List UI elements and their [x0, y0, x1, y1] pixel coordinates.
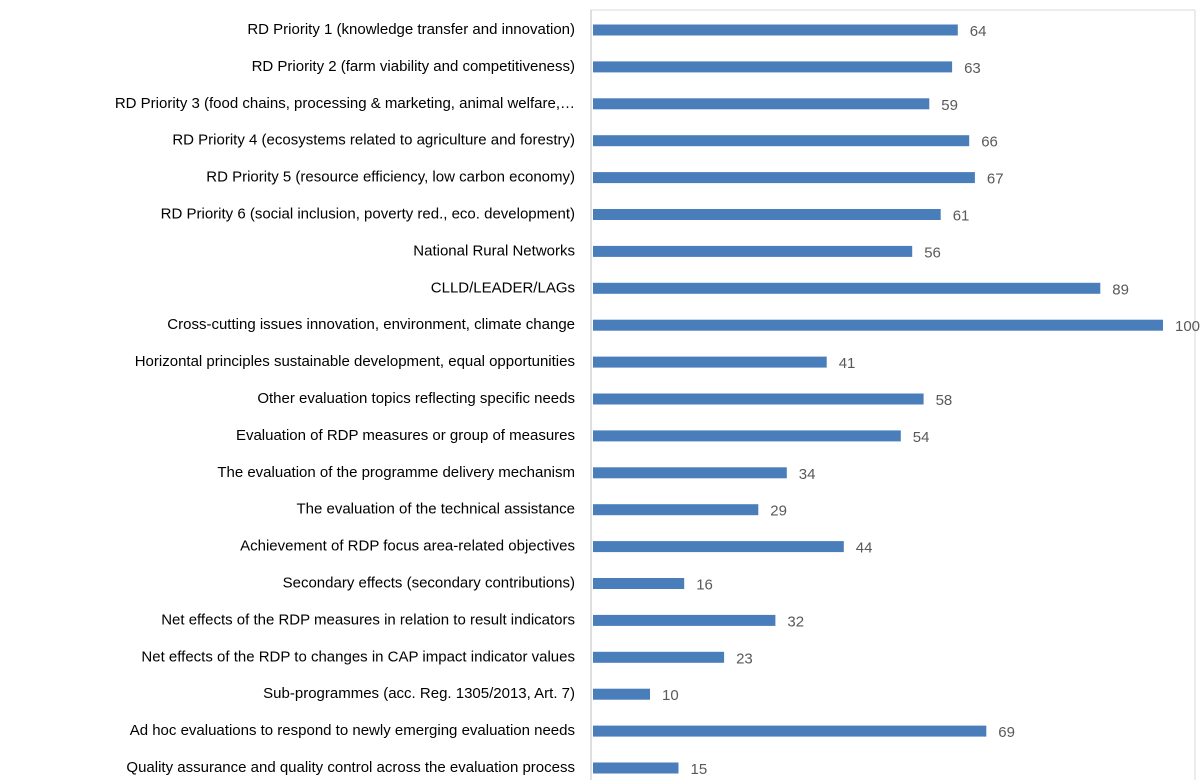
- bar: [593, 762, 679, 774]
- category-label: Other evaluation topics reflecting speci…: [257, 390, 575, 407]
- bar: [593, 614, 776, 626]
- value-label: 10: [662, 687, 679, 704]
- bar: [593, 688, 650, 700]
- category-label: RD Priority 1 (knowledge transfer and in…: [247, 21, 575, 38]
- category-label: RD Priority 6 (social inclusion, poverty…: [161, 205, 575, 222]
- bar: [593, 430, 901, 442]
- category-label: CLLD/LEADER/LAGs: [431, 279, 575, 296]
- category-label: Achievement of RDP focus area-related ob…: [240, 538, 575, 555]
- category-label: Evaluation of RDP measures or group of m…: [236, 427, 575, 444]
- category-label: The evaluation of the technical assistan…: [296, 501, 575, 518]
- value-label: 63: [964, 60, 981, 77]
- value-label: 100: [1175, 318, 1200, 335]
- value-label: 58: [936, 392, 953, 409]
- category-label: The evaluation of the programme delivery…: [217, 464, 575, 481]
- value-label: 15: [691, 761, 708, 778]
- value-label: 66: [981, 134, 998, 151]
- value-label: 59: [941, 97, 958, 114]
- bar: [593, 467, 787, 479]
- value-label: 54: [913, 429, 930, 446]
- category-label: Secondary effects (secondary contributio…: [283, 574, 575, 591]
- bar: [593, 282, 1101, 294]
- category-label: Cross-cutting issues innovation, environ…: [167, 316, 575, 333]
- category-label: National Rural Networks: [413, 242, 575, 259]
- value-label: 34: [799, 466, 816, 483]
- value-label: 41: [839, 355, 856, 372]
- bar: [593, 172, 975, 184]
- value-label: 67: [987, 171, 1004, 188]
- value-label: 44: [856, 540, 873, 557]
- bar: [593, 504, 759, 516]
- category-label: Quality assurance and quality control ac…: [126, 759, 575, 776]
- value-label: 89: [1112, 281, 1129, 298]
- category-label: RD Priority 5 (resource efficiency, low …: [206, 169, 575, 186]
- value-label: 29: [770, 503, 787, 520]
- bar: [593, 319, 1163, 331]
- value-label: 61: [953, 207, 970, 224]
- value-label: 56: [924, 244, 941, 261]
- value-label: 32: [787, 613, 804, 630]
- bar: [593, 98, 930, 110]
- bar: [593, 61, 953, 73]
- value-label: 64: [970, 23, 987, 40]
- category-label: RD Priority 3 (food chains, processing &…: [115, 95, 575, 112]
- bar: [593, 135, 970, 147]
- bar: [593, 725, 987, 737]
- value-label: 16: [696, 576, 713, 593]
- bar: [593, 24, 958, 36]
- category-label: Net effects of the RDP to changes in CAP…: [141, 648, 575, 665]
- category-label: Horizontal principles sustainable develo…: [135, 353, 575, 370]
- category-label: Net effects of the RDP measures in relat…: [161, 611, 575, 628]
- category-label: Sub-programmes (acc. Reg. 1305/2013, Art…: [263, 685, 575, 702]
- value-label: 23: [736, 650, 753, 667]
- value-label: 69: [998, 724, 1015, 741]
- bar: [593, 209, 941, 220]
- category-label: RD Priority 2 (farm viability and compet…: [252, 58, 575, 75]
- bar: [593, 578, 685, 589]
- category-label: RD Priority 4 (ecosystems related to agr…: [172, 132, 575, 149]
- bar: [593, 541, 844, 553]
- bar: [593, 245, 913, 257]
- bar: [593, 356, 827, 368]
- category-label: Ad hoc evaluations to respond to newly e…: [130, 722, 575, 739]
- bar: [593, 393, 924, 405]
- bar: [593, 651, 725, 663]
